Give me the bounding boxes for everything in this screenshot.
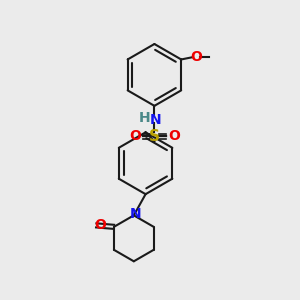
Text: S: S: [149, 129, 160, 144]
Text: O: O: [168, 130, 180, 143]
Text: H: H: [139, 111, 151, 124]
Text: O: O: [94, 218, 106, 233]
Text: N: N: [150, 113, 162, 127]
Text: O: O: [129, 130, 141, 143]
Text: N: N: [130, 207, 141, 220]
Text: O: O: [190, 50, 202, 64]
